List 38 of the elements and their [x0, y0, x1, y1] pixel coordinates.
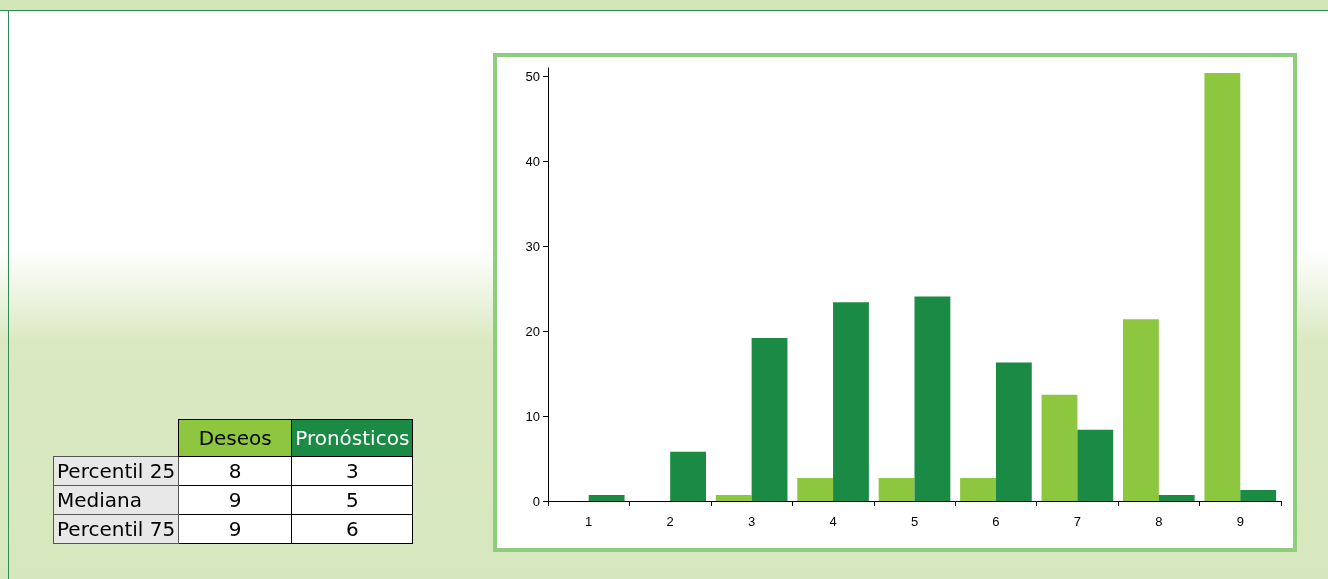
category-label: Percentil 25 — [53, 456, 179, 486]
y-tick-label: 20 — [525, 323, 540, 339]
x-tick-label: 4 — [829, 514, 837, 529]
category-label: Percentil 75 — [53, 514, 179, 544]
bar — [1204, 73, 1241, 501]
bar — [670, 451, 706, 501]
bar — [1158, 495, 1195, 501]
y-tick-label: 10 — [525, 408, 540, 424]
bar — [878, 478, 915, 501]
bar — [588, 495, 625, 501]
bar — [1123, 319, 1159, 501]
category-label: Mediana — [53, 485, 179, 515]
bar — [715, 495, 752, 501]
data-label: 8 — [178, 456, 292, 486]
bar — [1041, 394, 1078, 501]
x-tick-label: 6 — [992, 514, 1000, 529]
x-tick-label: 3 — [747, 514, 756, 529]
data-label: 3 — [291, 456, 413, 486]
x-tick-label: 5 — [910, 514, 919, 529]
bar — [1077, 429, 1114, 501]
y-tick-label: 0 — [532, 493, 540, 509]
bar — [995, 362, 1032, 501]
bar — [1240, 489, 1277, 501]
x-tick-label: 2 — [666, 514, 674, 529]
x-tick-label: 8 — [1155, 514, 1163, 529]
x-tick-label: 1 — [585, 514, 593, 529]
bar — [960, 478, 996, 501]
y-tick-label: 30 — [525, 238, 540, 254]
series-label: Deseos — [178, 419, 292, 457]
bar — [797, 478, 834, 501]
y-tick-label: 40 — [525, 153, 540, 169]
series-label: Pronósticos — [291, 419, 413, 457]
y-tick-label: 50 — [525, 68, 540, 84]
bar — [914, 296, 951, 501]
bar — [751, 337, 788, 501]
x-tick-label: 7 — [1073, 514, 1082, 529]
bar — [833, 302, 869, 501]
x-tick-label: 9 — [1236, 514, 1244, 529]
